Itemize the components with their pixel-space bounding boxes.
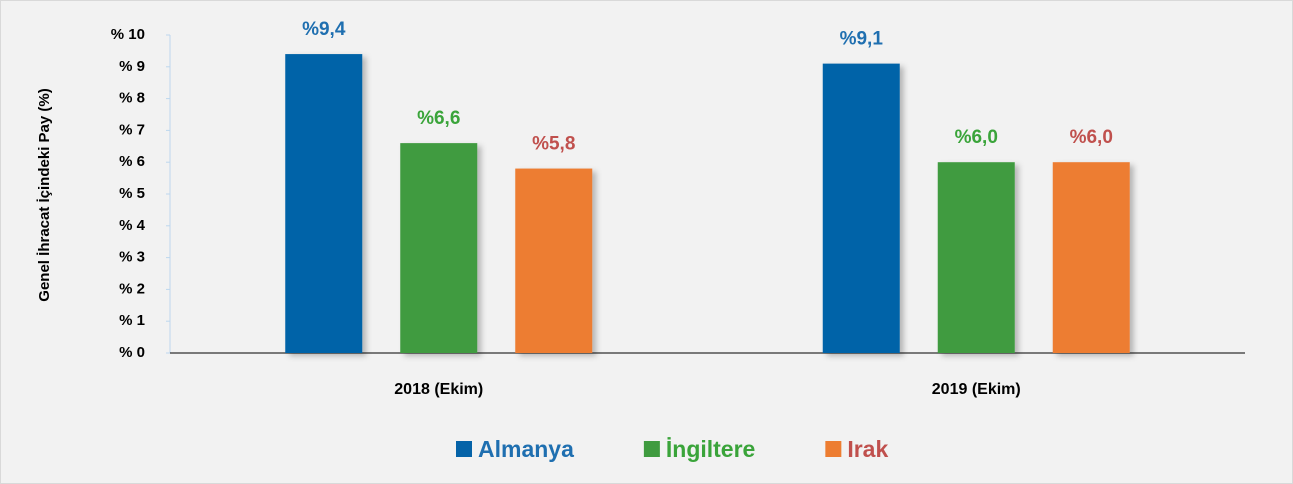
value-label: %6,6 xyxy=(417,108,460,129)
value-label: %6,0 xyxy=(1070,127,1113,148)
value-label: %5,8 xyxy=(532,134,575,155)
legend-swatch xyxy=(825,441,842,457)
x-tick-label: 2018 (Ekim) xyxy=(394,381,483,398)
y-tick-label: % 10 xyxy=(111,26,145,43)
legend-label: İngiltere xyxy=(666,436,755,462)
y-tick-label: % 8 xyxy=(119,90,145,107)
bar xyxy=(515,168,593,353)
y-tick-label: % 4 xyxy=(119,217,146,234)
y-tick-label: % 9 xyxy=(119,58,145,75)
y-tick-label: % 6 xyxy=(119,153,145,170)
y-tick-label: % 1 xyxy=(119,312,145,329)
value-label: %9,4 xyxy=(302,19,346,40)
bar xyxy=(285,54,363,354)
legend-label: Almanya xyxy=(478,436,574,462)
value-label: %9,1 xyxy=(840,29,884,50)
bar xyxy=(937,162,1015,353)
x-tick-label: 2019 (Ekim) xyxy=(932,381,1021,398)
y-axis-label: Genel İhracat İçindeki Pay (%) xyxy=(36,88,53,301)
legend-swatch xyxy=(456,441,472,457)
y-tick-label: % 7 xyxy=(119,121,145,138)
value-label: %6,0 xyxy=(955,127,998,148)
bar xyxy=(822,63,900,354)
legend-label: Irak xyxy=(847,436,888,462)
y-tick-label: % 3 xyxy=(119,249,145,266)
bar xyxy=(400,143,478,353)
legend-swatch xyxy=(643,441,660,457)
y-tick-label: % 0 xyxy=(119,344,145,361)
y-tick-label: % 5 xyxy=(119,185,145,202)
bar xyxy=(1052,162,1130,353)
y-tick-label: % 2 xyxy=(119,280,145,297)
